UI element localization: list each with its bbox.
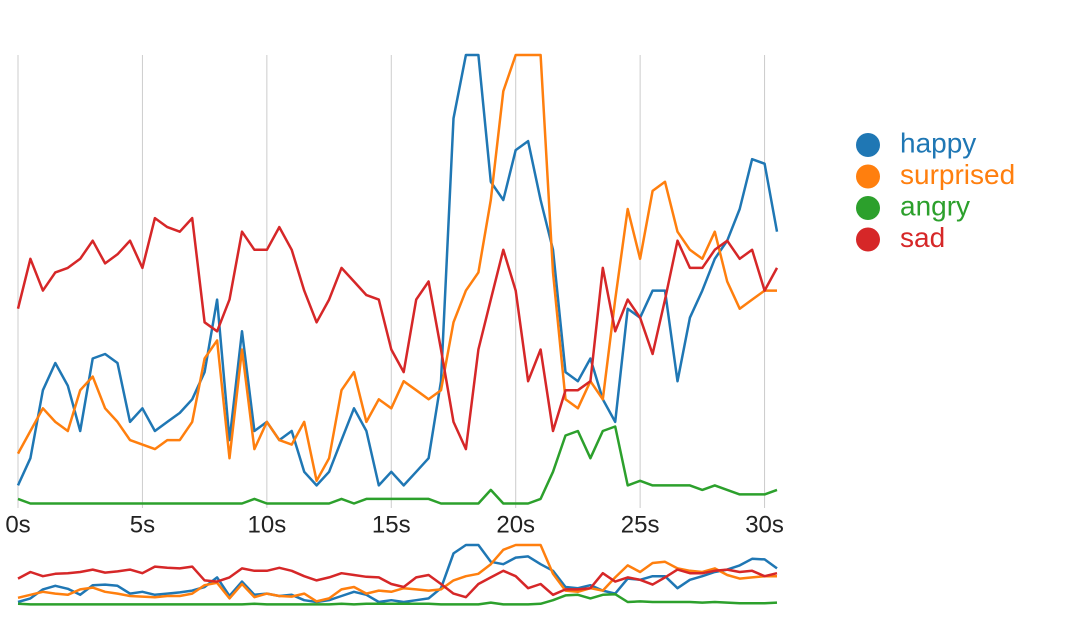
legend-marker xyxy=(856,164,880,189)
line-sad xyxy=(17,565,778,599)
x-tick-label: 30s xyxy=(745,511,784,538)
x-tick-label: 10s xyxy=(248,511,287,538)
legend-marker xyxy=(856,196,880,220)
legend-label: angry xyxy=(900,190,970,221)
x-tick-label: 15s xyxy=(372,511,411,538)
line-sad xyxy=(16,216,779,451)
line-surprised xyxy=(16,53,777,483)
x-tick-label: 20s xyxy=(496,511,535,538)
legend-marker xyxy=(856,133,880,157)
legend-label: happy xyxy=(900,127,976,158)
line-happy xyxy=(17,543,778,604)
legend-marker xyxy=(856,227,880,252)
line-angry xyxy=(17,592,778,606)
line-happy xyxy=(16,53,779,487)
x-tick-label: 5s xyxy=(130,511,155,538)
legend-label: sad xyxy=(900,222,945,253)
x-tick-label: 25s xyxy=(621,511,660,538)
legend-label: surprised xyxy=(900,159,1015,190)
x-tick-label: 0s xyxy=(5,511,30,538)
line-surprised xyxy=(17,543,777,603)
line-angry xyxy=(17,425,778,505)
